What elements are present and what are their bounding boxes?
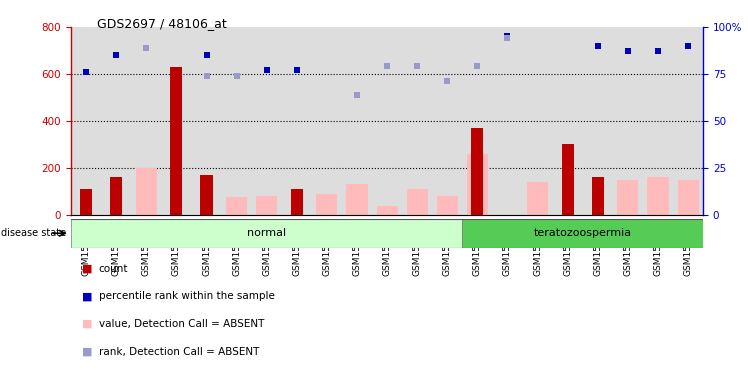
Bar	[437, 196, 458, 215]
Bar	[648, 177, 669, 215]
Bar	[71, 219, 462, 248]
Text: percentile rank within the sample: percentile rank within the sample	[99, 291, 275, 301]
Bar	[407, 189, 428, 215]
Text: ■: ■	[82, 319, 93, 329]
Bar	[80, 189, 92, 215]
Text: normal: normal	[247, 228, 286, 238]
Text: ■: ■	[82, 347, 93, 357]
Bar	[527, 182, 548, 215]
Text: GDS2697 / 48106_at: GDS2697 / 48106_at	[97, 17, 227, 30]
Text: teratozoospermia: teratozoospermia	[533, 228, 632, 238]
Bar	[678, 180, 699, 215]
Bar	[592, 177, 604, 215]
Text: disease state: disease state	[1, 228, 67, 238]
Text: value, Detection Call = ABSENT: value, Detection Call = ABSENT	[99, 319, 264, 329]
Bar	[562, 144, 574, 215]
Bar	[617, 180, 638, 215]
Text: rank, Detection Call = ABSENT: rank, Detection Call = ABSENT	[99, 347, 259, 357]
Bar	[256, 196, 278, 215]
Bar	[346, 184, 367, 215]
Bar	[316, 194, 337, 215]
Bar	[376, 206, 398, 215]
Bar	[136, 168, 157, 215]
Bar	[171, 67, 183, 215]
Bar	[462, 219, 703, 248]
Bar	[110, 177, 122, 215]
Bar	[291, 189, 303, 215]
Text: ■: ■	[82, 291, 93, 301]
Text: count: count	[99, 264, 128, 274]
Bar	[226, 197, 247, 215]
Bar	[467, 154, 488, 215]
Bar	[200, 175, 212, 215]
Text: ■: ■	[82, 264, 93, 274]
Bar	[471, 128, 483, 215]
